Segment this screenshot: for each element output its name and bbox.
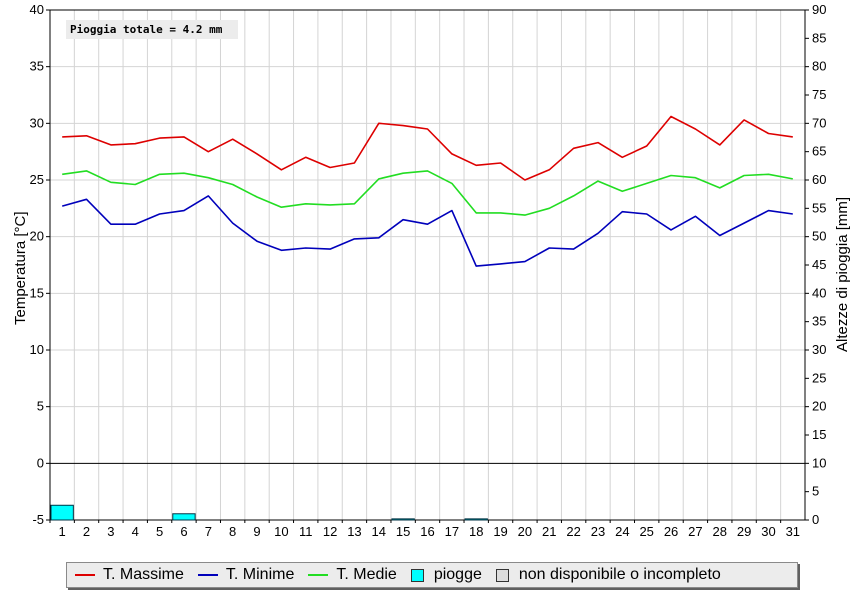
y-tick-label-right: 70 <box>812 115 826 130</box>
x-tick-label: 14 <box>372 524 386 539</box>
rain-total-annotation: Pioggia totale = 4.2 mm <box>66 20 238 39</box>
y-tick-label-left: 5 <box>37 399 44 414</box>
legend-label-rain: piogge <box>433 566 482 583</box>
x-tick-label: 26 <box>664 524 678 539</box>
series-line-avg <box>62 170 793 216</box>
y-tick-label-right: 85 <box>812 30 826 45</box>
x-tick-label: 17 <box>445 524 459 539</box>
y-tick-label-right: 80 <box>812 59 826 74</box>
chart-grid <box>50 10 805 520</box>
y-tick-label-left: 15 <box>30 285 44 300</box>
legend-label-na: non disponibile o incompleto <box>518 566 721 583</box>
y-tick-label-right: 20 <box>812 399 826 414</box>
x-tick-label: 2 <box>83 524 90 539</box>
x-tick-label: 22 <box>566 524 580 539</box>
x-tick-label: 29 <box>737 524 751 539</box>
y-axis-label-left: Temperatura [°C] <box>12 211 29 325</box>
x-tick-label: 11 <box>299 524 313 539</box>
rain-bar <box>391 518 415 521</box>
x-tick-label: 7 <box>205 524 212 539</box>
y-tick-label-right: 40 <box>812 285 826 300</box>
y-tick-label-right: 30 <box>812 342 826 357</box>
x-tick-label: 1 <box>59 524 66 539</box>
x-tick-label: 6 <box>180 524 187 539</box>
tick-labels: -505101520253035400510152025303540455055… <box>30 2 827 539</box>
chart-axes <box>46 9 809 523</box>
x-tick-label: 5 <box>156 524 163 539</box>
legend-item-min: T. Minime <box>197 566 295 584</box>
y-tick-label-left: 20 <box>30 229 44 244</box>
x-tick-label: 28 <box>713 524 727 539</box>
y-tick-label-right: 50 <box>812 229 826 244</box>
legend-swatch-max <box>75 574 95 576</box>
x-tick-label: 4 <box>132 524 139 539</box>
y-tick-label-left: 25 <box>30 172 44 187</box>
x-tick-label: 24 <box>615 524 629 539</box>
legend-label-min: T. Minime <box>225 566 295 583</box>
legend-item-na: non disponibile o incompleto <box>495 566 721 584</box>
x-tick-label: 3 <box>107 524 114 539</box>
rain-bar <box>172 513 196 521</box>
y-tick-label-right: 5 <box>812 484 819 499</box>
x-tick-label: 25 <box>639 524 653 539</box>
x-tick-label: 13 <box>347 524 361 539</box>
x-tick-label: 30 <box>761 524 775 539</box>
x-tick-label: 9 <box>253 524 260 539</box>
y-tick-label-right: 0 <box>812 512 819 527</box>
rain-bar <box>50 504 74 521</box>
y-axis-label-right: Altezze di pioggia [mm] <box>834 196 851 352</box>
legend-label-max: T. Massime <box>103 566 184 583</box>
chart-legend: T. Massime T. Minime T. Medie piogge non… <box>66 562 798 588</box>
rain-bars <box>50 504 488 521</box>
y-tick-label-right: 55 <box>812 200 826 215</box>
y-tick-label-left: 35 <box>30 59 44 74</box>
x-tick-label: 18 <box>469 524 483 539</box>
y-tick-label-right: 10 <box>812 455 826 470</box>
rain-bar <box>464 518 488 521</box>
x-tick-label: 21 <box>542 524 556 539</box>
x-tick-label: 8 <box>229 524 236 539</box>
legend-item-avg: T. Medie <box>308 566 397 584</box>
y-tick-label-right: 90 <box>812 2 826 17</box>
y-tick-label-right: 15 <box>812 427 826 442</box>
y-tick-label-right: 75 <box>812 87 826 102</box>
y-tick-label-right: 65 <box>812 144 826 159</box>
legend-swatch-na <box>495 568 509 582</box>
x-tick-label: 16 <box>420 524 434 539</box>
legend-swatch-rain <box>410 568 424 582</box>
legend-item-rain: piogge <box>410 566 482 584</box>
x-tick-label: 31 <box>786 524 800 539</box>
y-tick-label-left: 30 <box>30 115 44 130</box>
plot-frame <box>49 9 806 521</box>
x-tick-label: 15 <box>396 524 410 539</box>
series-line-max <box>62 115 793 181</box>
y-tick-label-left: -5 <box>32 512 44 527</box>
x-tick-label: 23 <box>591 524 605 539</box>
y-tick-label-left: 10 <box>30 342 44 357</box>
x-tick-label: 20 <box>518 524 532 539</box>
series-line-min <box>61 195 793 267</box>
y-tick-label-right: 25 <box>812 370 826 385</box>
y-tick-label-right: 45 <box>812 257 826 272</box>
x-tick-label: 12 <box>323 524 337 539</box>
x-tick-label: 19 <box>493 524 507 539</box>
series-lines <box>61 115 793 267</box>
legend-swatch-min <box>197 574 218 576</box>
legend-swatch-avg <box>308 574 329 576</box>
y-tick-label-right: 60 <box>812 172 826 187</box>
y-tick-label-left: 0 <box>37 455 44 470</box>
y-tick-label-right: 35 <box>812 314 826 329</box>
y-tick-label-left: 40 <box>30 2 44 17</box>
legend-item-max: T. Massime <box>75 566 184 584</box>
x-tick-label: 27 <box>688 524 702 539</box>
legend-label-avg: T. Medie <box>336 566 397 583</box>
x-tick-label: 10 <box>274 524 288 539</box>
